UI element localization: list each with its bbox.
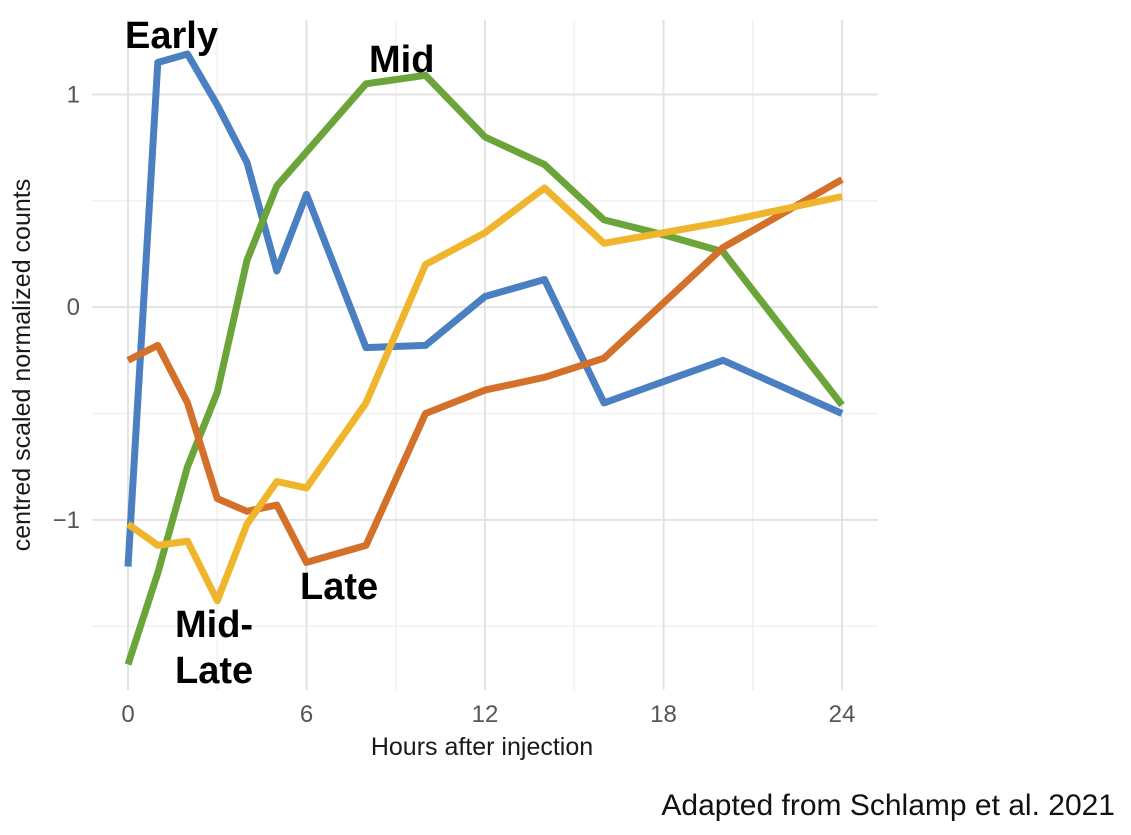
series-line-4 <box>125 184 843 605</box>
x-tick-label: 18 <box>650 701 677 728</box>
y-tick-label: 1 <box>67 81 80 108</box>
annotation-mid-late-line2: Late <box>175 650 253 692</box>
grid <box>92 20 878 690</box>
y-tick-label: −1 <box>53 507 80 534</box>
x-tick-label: 24 <box>829 701 856 728</box>
series-line-3 <box>126 176 844 566</box>
x-tick-label: 0 <box>121 701 134 728</box>
annotation-early: Early <box>125 15 218 57</box>
annotation-mid: Mid <box>369 39 434 81</box>
axis-ticks: 0 6 12 18 24 1 0 −1 <box>53 81 856 728</box>
y-tick-label: 0 <box>67 294 80 321</box>
x-tick-label: 6 <box>300 701 313 728</box>
y-axis-label: centred scaled normalized counts <box>8 179 36 551</box>
annotation-mid-late-line1: Mid- <box>175 604 253 646</box>
source-credit: Adapted from Schlamp et al. 2021 <box>661 789 1115 822</box>
x-tick-label: 12 <box>472 701 499 728</box>
x-axis-label: Hours after injection <box>371 733 593 761</box>
series-lines <box>124 50 845 666</box>
annotation-late: Late <box>300 566 378 608</box>
series-line-1 <box>124 50 844 567</box>
